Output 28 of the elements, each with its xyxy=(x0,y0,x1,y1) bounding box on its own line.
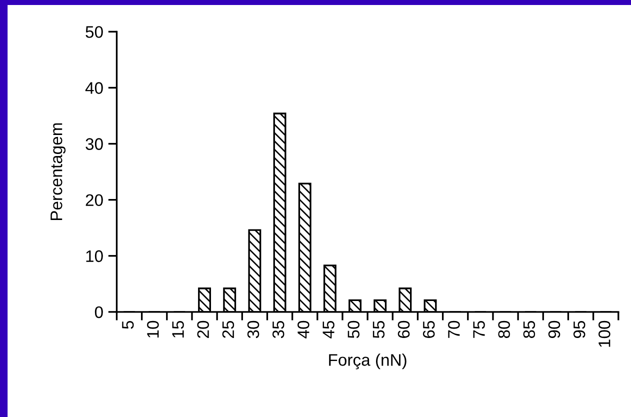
x-tick-label: 70 xyxy=(448,320,460,338)
y-tick-label: 30 xyxy=(86,138,103,150)
y-tick-label: 50 xyxy=(86,26,103,38)
x-tick-label: 20 xyxy=(197,320,209,338)
x-tick-label: 30 xyxy=(247,320,260,338)
x-tick-label: 95 xyxy=(573,320,586,338)
x-tick-label: 25 xyxy=(222,320,234,338)
x-tick-label: 75 xyxy=(473,320,485,338)
x-tick-label: 60 xyxy=(398,320,410,338)
x-tick-label: 15 xyxy=(172,320,184,338)
x-tick-label: 45 xyxy=(322,320,334,338)
x-tick-label: 5 xyxy=(122,320,134,329)
x-tick-label: 40 xyxy=(298,320,310,338)
x-tick-label: 10 xyxy=(147,320,159,338)
y-tick-label: 0 xyxy=(94,306,103,318)
x-tick-label: 65 xyxy=(422,320,435,338)
y-tick-label: 10 xyxy=(86,250,103,262)
x-tick-label: 80 xyxy=(498,320,510,338)
x-tick-label: 90 xyxy=(548,320,560,338)
x-tick-label: 50 xyxy=(348,320,360,338)
y-tick-label: 20 xyxy=(86,194,103,206)
y-axis-title: Percentagem xyxy=(50,123,66,220)
x-tick-label: 100 xyxy=(598,320,610,347)
x-tick-label: 55 xyxy=(372,320,385,338)
y-tick-label: 40 xyxy=(85,82,103,94)
x-axis-title: Força (nN) xyxy=(329,354,406,370)
x-tick-label: 35 xyxy=(272,320,284,338)
x-tick-label: 85 xyxy=(523,320,536,338)
